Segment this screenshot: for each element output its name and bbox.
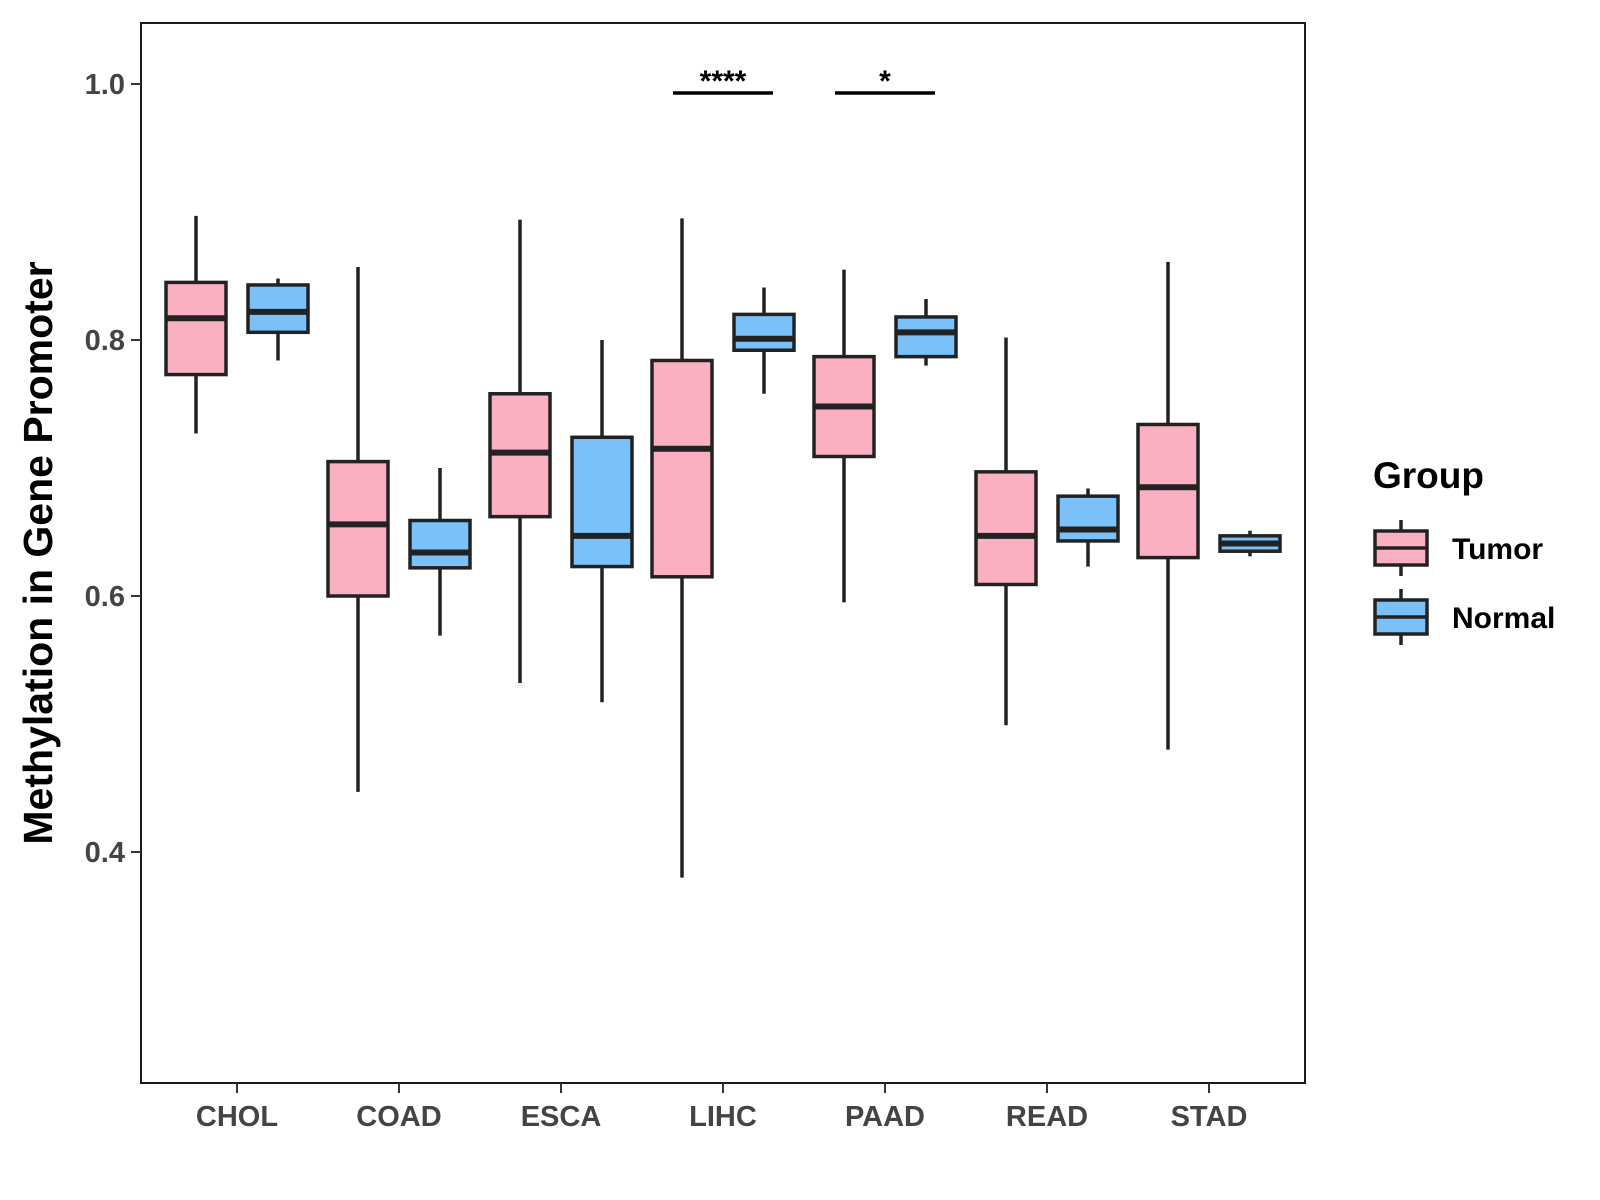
box-normal-chol [246, 278, 310, 361]
box-iqr [408, 518, 472, 570]
significance-annotations: **** * [673, 65, 935, 98]
significance-lihc: **** [673, 65, 773, 98]
box-normal-paad [894, 299, 958, 366]
x-tick-label: PAAD [845, 1101, 925, 1133]
box-iqr [326, 459, 390, 598]
legend: Group Tumor Normal [1373, 455, 1555, 645]
box-iqr [246, 283, 310, 335]
legend-label: Normal [1452, 602, 1555, 635]
x-tick-label: READ [1006, 1101, 1088, 1133]
box-normal-esca [570, 340, 634, 703]
box-normal-coad [408, 468, 472, 636]
legend-items: Tumor Normal [1373, 520, 1555, 645]
box-iqr [1136, 422, 1200, 560]
y-tick-label: 0.4 [85, 837, 125, 869]
significance-label: **** [700, 65, 747, 98]
box-iqr [1056, 494, 1120, 543]
box-tumor-lihc [650, 218, 714, 878]
box-iqr [164, 280, 228, 377]
y-axis-title: Methylation in Gene Promoter [15, 261, 61, 844]
y-axis: 0.4 0.6 0.8 1.0 [85, 69, 141, 869]
y-tick-label: 1.0 [85, 69, 125, 101]
box-normal-lihc [732, 287, 796, 394]
box-tumor-paad [812, 269, 876, 603]
plot-panel [140, 22, 1306, 1084]
y-tick-label: 0.6 [85, 581, 125, 613]
x-tick-label: LIHC [689, 1101, 757, 1133]
box-tumor-chol [164, 215, 228, 434]
legend-title: Group [1373, 455, 1484, 496]
x-tick-label: STAD [1171, 1101, 1248, 1133]
x-tick-label: COAD [356, 1101, 441, 1133]
legend-item-normal: Normal [1373, 589, 1555, 645]
legend-item-tumor: Tumor [1373, 520, 1543, 576]
box-tumor-coad [326, 267, 390, 792]
y-tick-label: 0.8 [85, 325, 125, 357]
x-axis: CHOL COAD ESCA LIHC PAAD READ STAD [196, 1083, 1247, 1133]
box-iqr [650, 358, 714, 579]
x-tick-label: CHOL [196, 1101, 278, 1133]
legend-label: Tumor [1452, 533, 1543, 566]
box-tumor-esca [488, 219, 552, 684]
box-iqr [732, 312, 796, 352]
box-iqr [974, 470, 1038, 587]
box-layer [164, 215, 1282, 878]
x-tick-label: ESCA [521, 1101, 602, 1133]
box-normal-stad [1218, 530, 1282, 557]
box-iqr [894, 315, 958, 359]
significance-label: * [879, 65, 891, 98]
box-tumor-read [974, 337, 1038, 726]
box-tumor-stad [1136, 261, 1200, 750]
box-iqr [570, 435, 634, 569]
box-normal-read [1056, 488, 1120, 567]
significance-paad: * [835, 65, 935, 98]
